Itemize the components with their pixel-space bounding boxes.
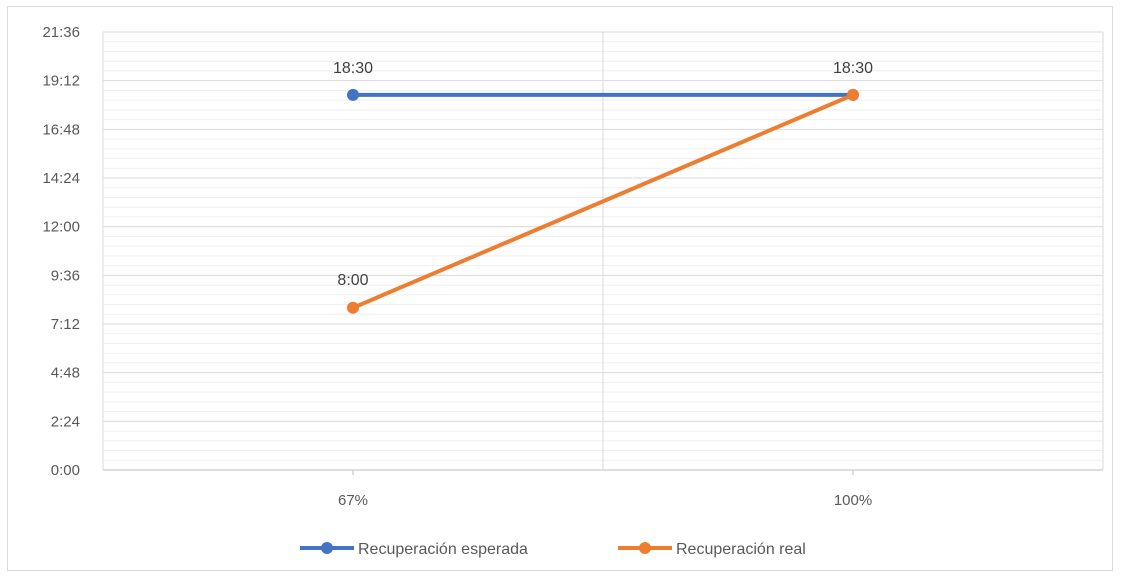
y-tick-label: 16:48	[42, 121, 80, 138]
y-tick-label: 0:00	[51, 462, 80, 479]
y-tick-label: 21:36	[42, 24, 80, 41]
data-point	[347, 88, 359, 101]
data-label: 18:30	[333, 60, 373, 77]
y-tick-label: 7:12	[51, 316, 80, 333]
legend-marker	[639, 542, 651, 554]
y-tick-label: 9:36	[51, 267, 80, 284]
data-point	[847, 88, 859, 101]
x-tick-label: 67%	[338, 492, 368, 509]
data-label: 18:30	[833, 60, 873, 77]
y-tick-label: 2:24	[51, 413, 80, 430]
y-tick-label: 12:00	[42, 219, 80, 236]
y-tick-label: 14:24	[42, 170, 80, 187]
data-point	[347, 301, 359, 314]
series-line	[352, 93, 854, 310]
legend-marker	[321, 542, 333, 554]
data-label: 8:00	[337, 272, 368, 289]
legend-label: Recuperación real	[676, 541, 806, 558]
x-tick-label: 100%	[834, 492, 872, 509]
y-tick-label: 4:48	[51, 365, 80, 382]
y-tick-label: 19:12	[42, 73, 80, 90]
legend-label: Recuperación esperada	[358, 541, 528, 558]
